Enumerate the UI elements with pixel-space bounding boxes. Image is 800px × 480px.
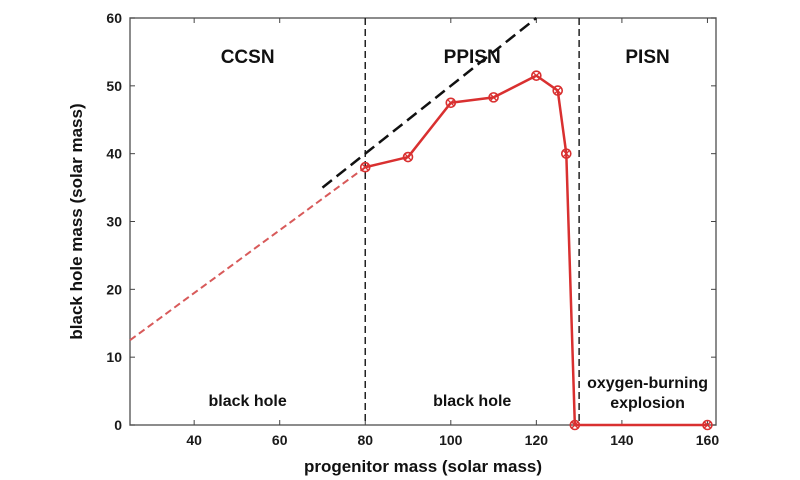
x-tick-label: 60 xyxy=(272,432,288,448)
region-label: PPISN xyxy=(444,47,501,68)
data-point-ring xyxy=(560,148,572,159)
data-point-cross xyxy=(489,93,498,102)
data-point-ring xyxy=(445,97,457,109)
data-point-ring xyxy=(552,85,564,96)
y-tick-label: 0 xyxy=(114,417,122,433)
x-tick-label: 100 xyxy=(439,432,463,448)
x-tick-label: 40 xyxy=(186,432,202,448)
data-point-cross xyxy=(562,149,571,158)
y-axis-label: black hole mass (solar mass) xyxy=(67,103,86,339)
data-point xyxy=(560,148,572,159)
y-tick-label: 40 xyxy=(106,146,122,162)
data-point xyxy=(702,419,713,431)
data-point xyxy=(402,151,414,163)
data-point-cross xyxy=(553,86,562,95)
data-point-ring xyxy=(402,151,414,163)
region-outcome-label: black hole xyxy=(209,393,287,410)
x-axis-label: progenitor mass (solar mass) xyxy=(304,457,542,476)
y-tick-label: 60 xyxy=(106,10,122,26)
data-point-cross xyxy=(446,98,455,107)
data-point-ring xyxy=(488,92,499,103)
series-line-red-solid xyxy=(364,74,708,427)
x-tick-label: 160 xyxy=(696,432,720,448)
y-tick-label: 50 xyxy=(106,78,122,94)
data-point-ring xyxy=(359,161,371,173)
data-point xyxy=(552,85,564,96)
series-line-red-dashed xyxy=(129,166,366,342)
data-point-cross xyxy=(703,421,712,429)
x-tick-label: 80 xyxy=(357,432,373,448)
x-tick-label: 120 xyxy=(525,432,549,448)
region-label: CCSN xyxy=(221,47,275,68)
data-point-cross xyxy=(361,163,370,172)
data-point-cross xyxy=(532,71,541,80)
plot-frame xyxy=(129,17,717,426)
region-outcome-label: black hole xyxy=(433,393,511,410)
data-point-ring xyxy=(531,70,542,81)
data-point xyxy=(359,161,371,173)
data-point-cross xyxy=(570,421,579,429)
region-outcome-label: explosion xyxy=(610,395,685,412)
y-tick-label: 30 xyxy=(106,214,122,230)
y-tick-label: 10 xyxy=(106,349,122,365)
data-point-ring xyxy=(569,419,581,431)
data-point xyxy=(445,97,457,109)
data-point-ring xyxy=(702,419,713,431)
y-tick-label: 20 xyxy=(106,281,122,297)
x-tick-label: 140 xyxy=(610,432,634,448)
data-point xyxy=(569,419,581,431)
region-label: PISN xyxy=(625,47,669,68)
data-point xyxy=(488,92,499,103)
series-line-black-dashed xyxy=(321,17,538,189)
data-point-cross xyxy=(404,153,412,162)
region-outcome-label: oxygen-burning xyxy=(587,375,708,392)
data-point xyxy=(531,70,542,81)
